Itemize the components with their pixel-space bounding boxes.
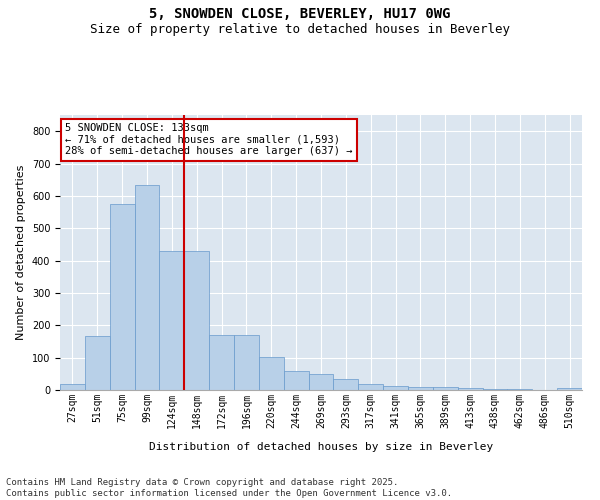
Bar [209, 335, 234, 390]
Bar [134, 184, 160, 390]
Bar [160, 251, 184, 390]
Text: 5 SNOWDEN CLOSE: 133sqm
← 71% of detached houses are smaller (1,593)
28% of semi: 5 SNOWDEN CLOSE: 133sqm ← 71% of detache… [65, 123, 353, 156]
Bar [184, 251, 209, 390]
Y-axis label: Number of detached properties: Number of detached properties [16, 165, 26, 340]
Text: Distribution of detached houses by size in Beverley: Distribution of detached houses by size … [149, 442, 493, 452]
Bar [408, 388, 433, 390]
Bar [85, 336, 110, 390]
Bar [308, 374, 334, 390]
Bar [458, 388, 482, 390]
Bar [358, 384, 383, 390]
Text: Contains HM Land Registry data © Crown copyright and database right 2025.
Contai: Contains HM Land Registry data © Crown c… [6, 478, 452, 498]
Bar [259, 357, 284, 390]
Bar [383, 386, 408, 390]
Text: 5, SNOWDEN CLOSE, BEVERLEY, HU17 0WG: 5, SNOWDEN CLOSE, BEVERLEY, HU17 0WG [149, 8, 451, 22]
Text: Size of property relative to detached houses in Beverley: Size of property relative to detached ho… [90, 22, 510, 36]
Bar [60, 384, 85, 390]
Bar [433, 388, 458, 390]
Bar [482, 388, 508, 390]
Bar [284, 370, 308, 390]
Bar [110, 204, 134, 390]
Bar [334, 378, 358, 390]
Bar [557, 388, 582, 390]
Bar [234, 335, 259, 390]
